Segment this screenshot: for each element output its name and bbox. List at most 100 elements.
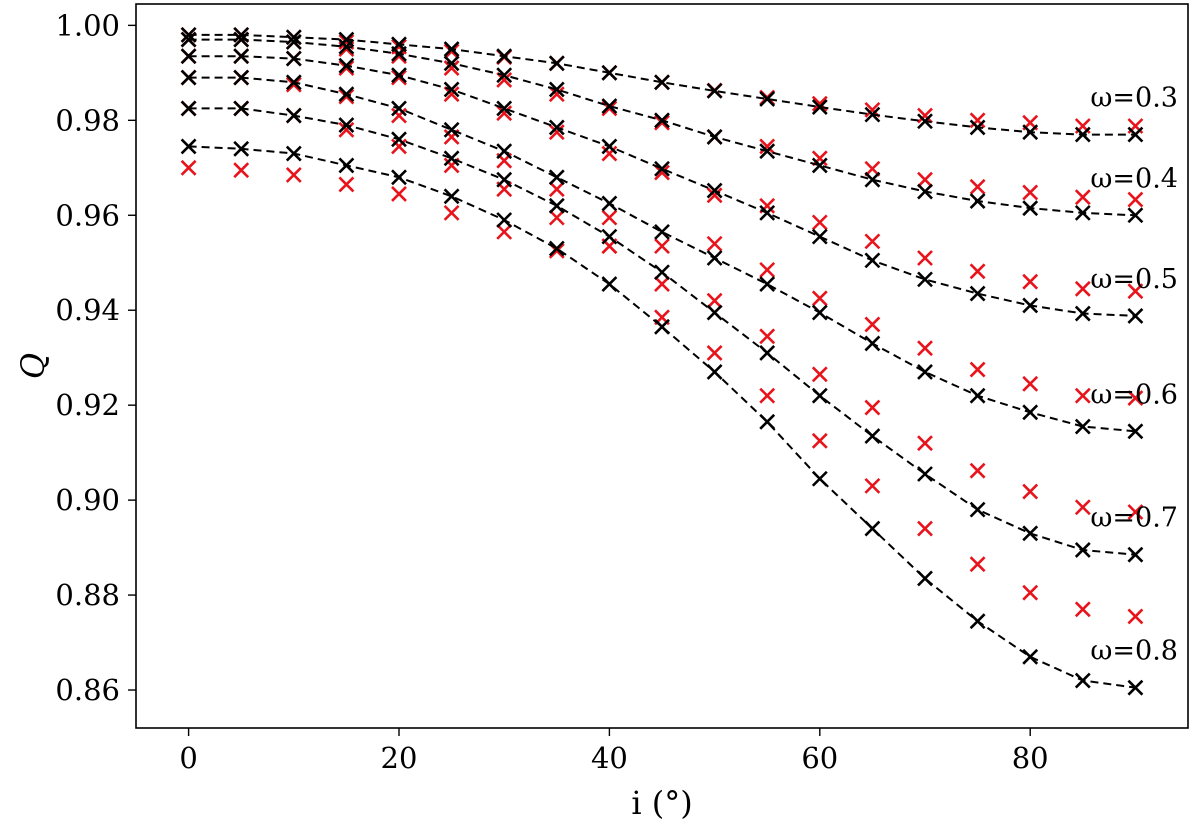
data-point	[864, 171, 881, 188]
y-tick-label: 0.92	[55, 388, 120, 422]
series-label: ω=0.4	[1090, 163, 1178, 194]
reference-marker	[285, 166, 302, 183]
reference-marker	[706, 235, 723, 252]
reference-marker	[548, 86, 565, 103]
series-labels: ω=0.3 ω=0.4 ω=0.5 ω=0.6 ω=0.7 ω=0.8	[1090, 83, 1178, 667]
reference-marker	[496, 72, 513, 88]
reference-marker	[1022, 184, 1039, 201]
y-tick-label: 0.98	[55, 103, 120, 137]
data-point	[759, 413, 776, 430]
data-point	[1074, 672, 1091, 689]
reference-marker	[969, 263, 986, 280]
data-point	[864, 252, 881, 269]
data-point	[864, 106, 881, 123]
reference-marker	[969, 178, 986, 195]
data-point	[180, 69, 197, 86]
reference-marker	[1127, 504, 1144, 520]
data-point	[811, 304, 828, 321]
reference-marker	[969, 556, 986, 573]
data-point	[654, 112, 670, 129]
reference-marker	[654, 114, 670, 131]
data-point	[706, 129, 723, 145]
data-point	[654, 223, 670, 240]
data-point	[864, 520, 881, 537]
data-point	[969, 613, 986, 630]
reference-marker	[601, 145, 618, 162]
reference-marker	[1022, 273, 1039, 290]
data-point	[391, 67, 407, 84]
data-point	[706, 364, 723, 380]
data-point	[391, 45, 407, 62]
data-point	[1022, 648, 1039, 665]
data-point	[496, 171, 513, 188]
data-point	[180, 31, 197, 48]
data-point	[338, 86, 355, 103]
reference-marker	[496, 105, 513, 122]
data-point	[233, 100, 250, 117]
data-point	[338, 31, 355, 48]
data-point	[285, 145, 302, 162]
data-point	[496, 212, 513, 228]
y-tick-label: 0.90	[55, 483, 120, 517]
data-point	[1022, 404, 1039, 421]
data-point	[864, 428, 881, 444]
plot-frame	[135, 3, 1189, 729]
reference-marker	[548, 209, 565, 226]
reference-marker	[1022, 584, 1039, 601]
data-point	[233, 69, 250, 86]
reference-marker	[706, 292, 723, 309]
axis-ticks: 0 20 40 60 80 0.86 0.88 0.90 0.92 0.94 0.96 0.98 1.0…	[55, 8, 1048, 775]
data-point	[917, 271, 933, 288]
reference-marker	[1022, 375, 1039, 392]
data-point	[233, 31, 250, 48]
data-point	[548, 81, 565, 98]
reference-marker	[654, 164, 670, 181]
series-label: ω=0.6	[1090, 379, 1178, 410]
data-point	[1022, 124, 1039, 141]
reference-marker	[443, 204, 460, 221]
y-tick-label: 0.94	[55, 293, 120, 327]
x-axis-label: i (°)	[631, 784, 692, 822]
data-point	[811, 387, 828, 404]
reference-marker	[864, 233, 881, 250]
series-line	[188, 76, 1136, 433]
reference-marker	[548, 124, 565, 141]
reference-marker	[180, 159, 197, 176]
data-point	[1074, 204, 1091, 221]
x-tick-label: 40	[591, 741, 628, 775]
data-point	[443, 150, 460, 167]
reference-marker	[864, 316, 881, 333]
data-point	[443, 188, 460, 205]
data-point	[601, 138, 618, 155]
data-point	[548, 240, 565, 257]
reference-marker	[1074, 280, 1091, 297]
reference-marker	[969, 361, 986, 378]
data-point	[1127, 307, 1144, 324]
reference-marker	[917, 107, 933, 124]
data-point	[443, 81, 460, 98]
data-point	[601, 276, 618, 293]
series-label: ω=0.3	[1090, 83, 1178, 114]
data-point	[1022, 200, 1039, 217]
data-point	[338, 157, 355, 174]
data-point	[917, 183, 933, 200]
data-point	[548, 119, 565, 136]
reference-marker	[759, 261, 776, 278]
data-point	[443, 41, 460, 58]
data-point	[180, 48, 197, 65]
reference-marker	[1127, 191, 1144, 208]
x-tick-label: 20	[381, 741, 418, 775]
reference-marker	[917, 171, 933, 188]
data-point	[759, 143, 776, 160]
data-point	[548, 197, 565, 214]
data-point	[811, 99, 828, 115]
data-point	[391, 169, 407, 186]
reference-marker	[233, 162, 250, 179]
data-point	[1022, 297, 1039, 314]
reference-marker	[811, 432, 828, 449]
data-point	[233, 48, 250, 65]
reference-marker	[338, 121, 355, 138]
x-tick-label: 60	[801, 741, 838, 775]
data-point	[654, 160, 670, 177]
data-point	[496, 67, 513, 84]
